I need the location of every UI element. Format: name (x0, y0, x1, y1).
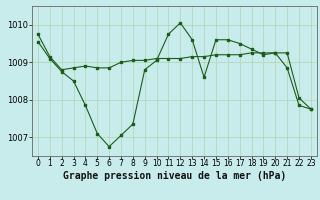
X-axis label: Graphe pression niveau de la mer (hPa): Graphe pression niveau de la mer (hPa) (63, 171, 286, 181)
